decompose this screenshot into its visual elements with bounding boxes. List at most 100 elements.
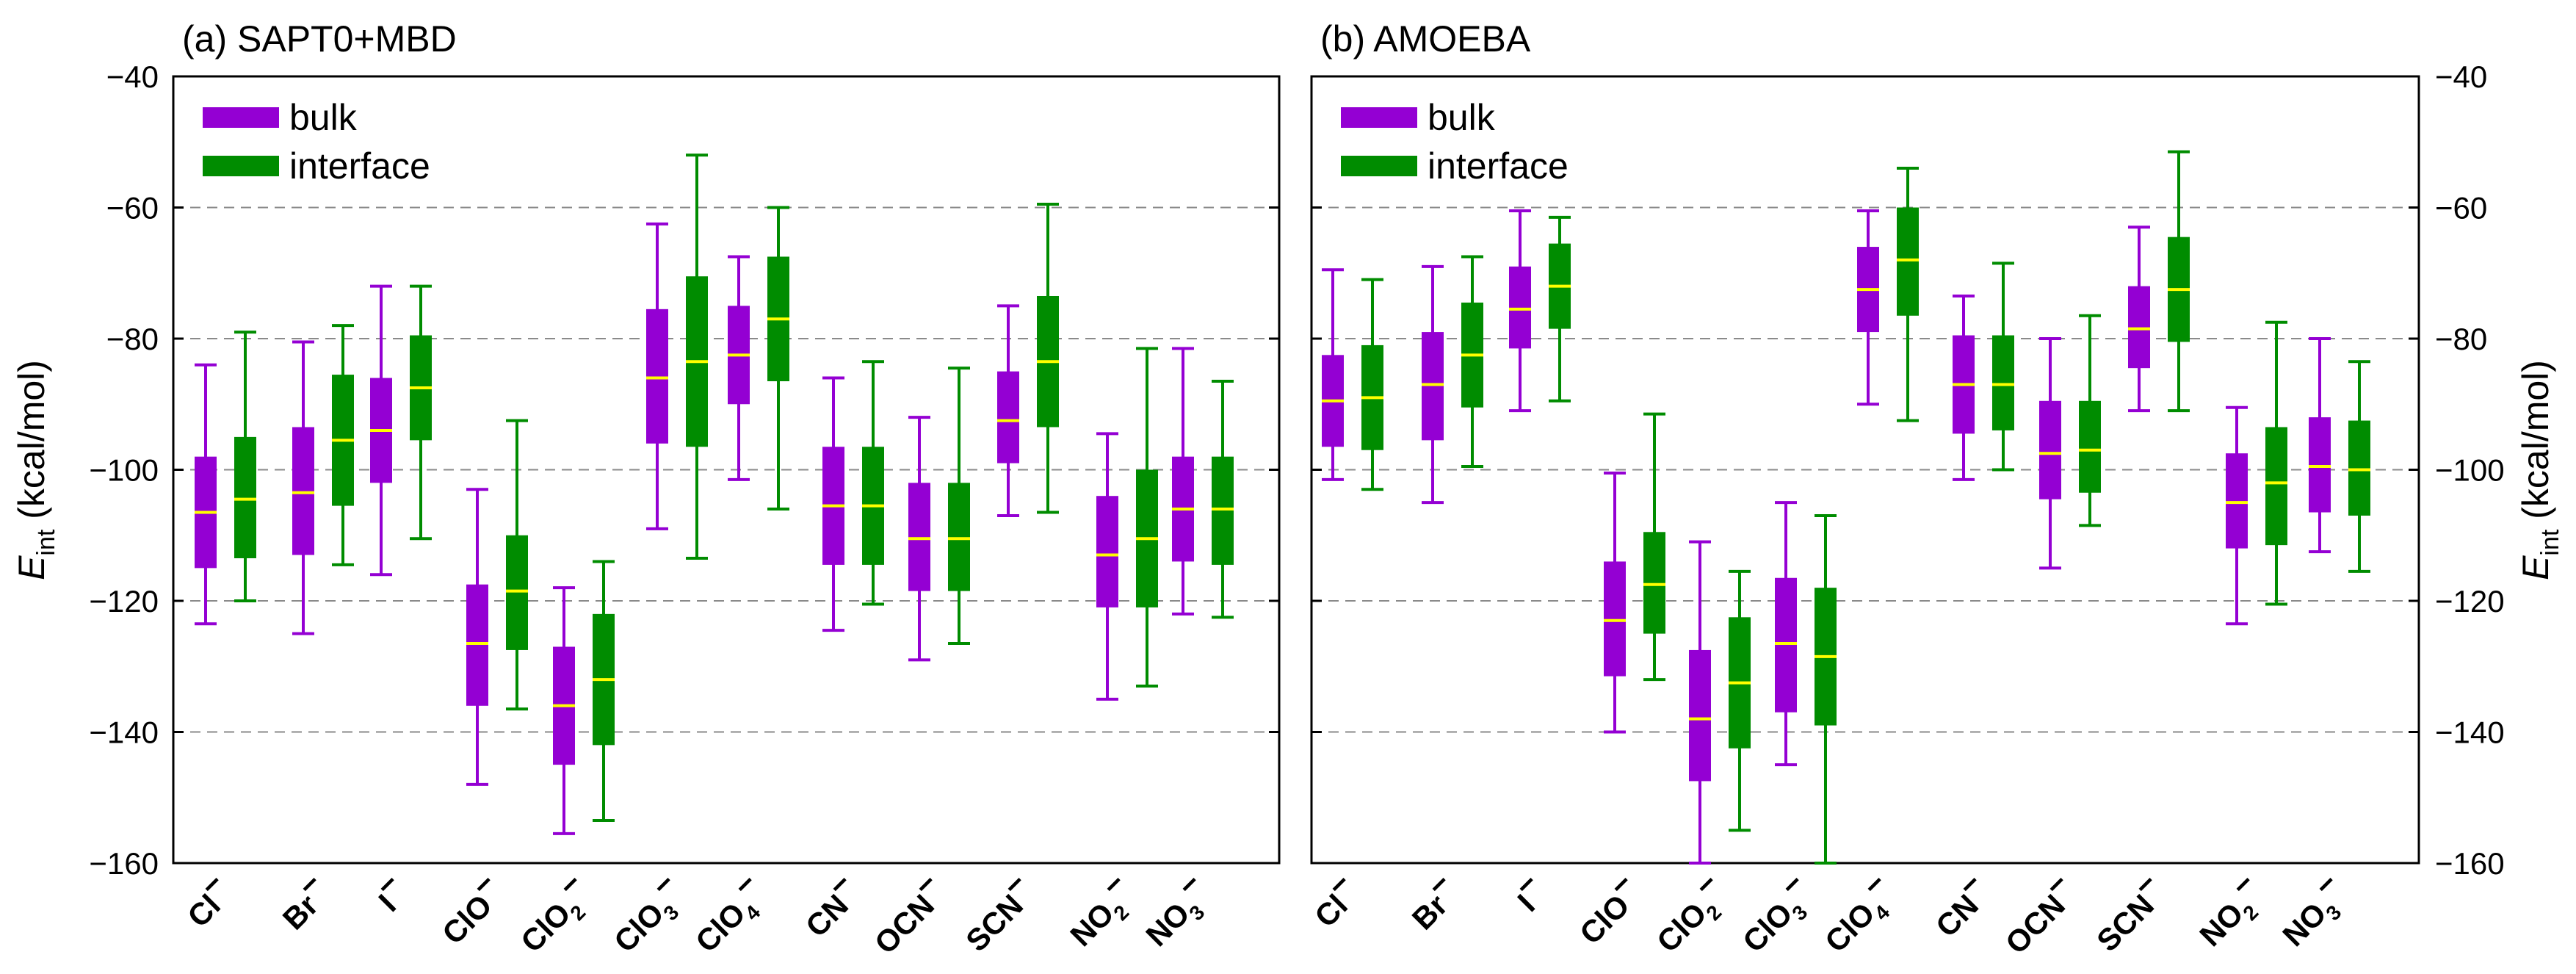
ylabel-symbol: E [2515, 555, 2556, 580]
box-bulk [1172, 347, 1194, 616]
ylabel-subscript: int [32, 529, 60, 555]
box-interface [2265, 320, 2287, 606]
box-interface [1992, 261, 2014, 472]
iqr-box [948, 483, 970, 591]
box-interface [1729, 569, 1751, 832]
category-superscript: − [1171, 865, 1208, 903]
box-bulk [1953, 294, 1975, 481]
iqr-box [2226, 453, 2248, 549]
box-bulk [2226, 405, 2248, 626]
y-tick-label: −60 [2435, 191, 2487, 226]
series-interface [1361, 150, 2370, 865]
panel-title: (a) SAPT0+MBD [182, 18, 457, 59]
ylabel-subscript: int [2536, 529, 2564, 555]
panel-b: −160 −140 −120 −100 −80 −60 −40 (b) AMOEBA Cl− Br… [1298, 18, 2505, 963]
category-base: NO [2276, 895, 2333, 953]
category-label: ClO3− [1726, 865, 1824, 963]
y-tick-label: −160 [89, 846, 159, 881]
category-label: ClO− [1563, 865, 1649, 950]
y-tick-label: −80 [106, 322, 159, 356]
iqr-box [2079, 400, 2101, 493]
box-interface [1815, 513, 1837, 865]
box-bulk [1689, 540, 1711, 865]
iqr-box [2348, 420, 2370, 516]
category-superscript: − [1687, 865, 1725, 903]
plot-frame [1310, 75, 2420, 865]
iqr-box [506, 535, 528, 650]
category-superscript: − [2224, 865, 2262, 903]
legend-label-bulk: bulk [1428, 97, 1496, 138]
category-base: ClO [1650, 895, 1713, 959]
y-tick-label: −140 [2435, 715, 2505, 750]
box-bulk [2039, 337, 2061, 570]
iqr-box [2128, 286, 2150, 369]
series-interface [234, 154, 1234, 822]
box-bulk [646, 222, 668, 530]
category-base: NO [1063, 895, 1121, 953]
iqr-box [646, 309, 668, 444]
legend-label-bulk: bulk [289, 97, 358, 138]
box-interface [1461, 255, 1483, 469]
iqr-box [908, 483, 930, 591]
iqr-box [466, 584, 488, 706]
box-interface [1897, 166, 1919, 422]
ylabel-symbol: E [11, 555, 52, 580]
box-bulk [908, 416, 930, 662]
category-superscript: − [1095, 865, 1132, 903]
iqr-box [1643, 532, 1665, 634]
box-bulk [370, 284, 392, 577]
y-tick-label: −60 [106, 191, 159, 226]
legend-label-interface: interface [289, 145, 430, 187]
y-tick-label: −80 [2435, 322, 2487, 356]
box-interface [1037, 203, 1059, 514]
box-interface [948, 367, 970, 646]
series-bulk [1322, 209, 2331, 865]
iqr-box [1775, 577, 1797, 713]
box-interface [2079, 314, 2101, 527]
category-base: ClO [1818, 895, 1881, 959]
category-superscript: − [1508, 865, 1545, 903]
category-label: Cl− [1298, 865, 1367, 934]
category-label: I− [1502, 865, 1555, 918]
category-label: NO3− [2266, 865, 2358, 957]
category-label: NO2− [2183, 865, 2275, 957]
box-interface [1643, 412, 1665, 682]
y-tick-label: −120 [2435, 584, 2505, 618]
box-bulk [1857, 209, 1879, 406]
box-interface [593, 560, 615, 822]
box-interface [686, 154, 708, 560]
box-interface [767, 206, 789, 511]
series-bulk [195, 222, 1194, 835]
iqr-box [2309, 417, 2331, 513]
legend-swatch-interface [203, 156, 279, 176]
y-tick-label: −100 [2435, 453, 2505, 488]
category-label: ClO− [426, 865, 511, 950]
category-label: ClO2− [504, 865, 602, 963]
box-bulk [1604, 471, 1626, 734]
ylabel-unit: (kcal/mol) [2515, 360, 2556, 530]
box-bulk [553, 586, 575, 835]
category-base: ClO [607, 895, 670, 959]
box-interface [1212, 380, 1234, 619]
category-label: Cl− [171, 865, 239, 934]
category-superscript: − [2307, 865, 2345, 903]
iqr-box [1212, 456, 1234, 565]
category-label: CN− [1920, 865, 1997, 943]
category-label: NO3− [1129, 865, 1221, 957]
box-bulk [2128, 226, 2150, 413]
category-base: ClO [1736, 895, 1799, 959]
box-interface [234, 331, 256, 602]
y-tick-label: −120 [89, 584, 159, 618]
legend-label-interface: interface [1428, 145, 1569, 187]
box-bulk [728, 255, 750, 481]
box-bulk [1422, 264, 1444, 505]
box-bulk [1096, 432, 1118, 701]
category-label: ClO2− [1640, 865, 1738, 963]
category-base: NO [2193, 895, 2250, 953]
y-axis-title-right: Eint (kcal/mol) [2515, 360, 2564, 580]
iqr-box [1096, 496, 1118, 607]
box-bulk [822, 376, 844, 632]
y-tick-label: −100 [89, 453, 159, 488]
y-tick-label: −140 [89, 715, 159, 750]
